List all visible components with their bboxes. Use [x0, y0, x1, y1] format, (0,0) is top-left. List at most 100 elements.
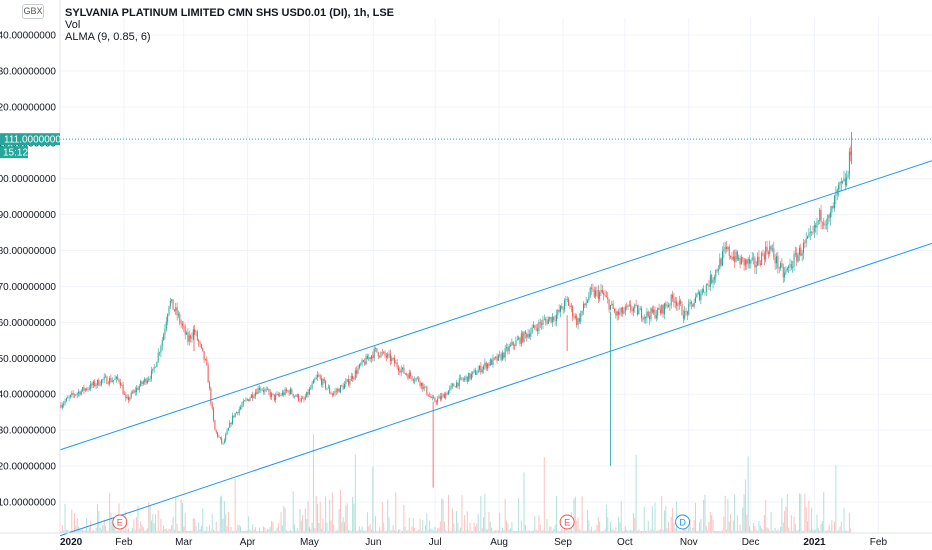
candle-body [396, 362, 398, 368]
candle-body [503, 352, 505, 358]
candle-body [673, 298, 675, 303]
candle-body [157, 352, 159, 362]
candle-body [709, 275, 711, 287]
volume-bar [106, 530, 108, 533]
candle-body [348, 379, 350, 385]
volume-bar [242, 530, 244, 533]
volume-bar [832, 530, 834, 533]
candle-body [258, 387, 260, 391]
volume-bar [298, 530, 300, 533]
candle-body [723, 249, 725, 252]
volume-bar [350, 530, 352, 533]
candle-body [645, 316, 647, 319]
volume-bar [607, 517, 609, 533]
candle-body [144, 378, 146, 382]
volume-bar [661, 495, 663, 533]
candle-body [215, 430, 217, 433]
vol-indicator-label[interactable]: Vol [65, 19, 81, 31]
candle-body [330, 392, 332, 395]
candle-body [616, 311, 618, 316]
volume-bar [736, 515, 738, 533]
volume-bar [535, 529, 537, 533]
price-axis[interactable]: 10.00000000 20.00000000 30.00000000 40.0000… [0, 0, 61, 533]
candle-body [322, 379, 324, 385]
volume-bar [439, 521, 441, 533]
y-tick-label: 20.00000000 [0, 462, 56, 473]
candle-body [280, 394, 282, 396]
currency-label[interactable]: GBX [22, 4, 44, 19]
candle-body [510, 344, 512, 347]
volume-bar [507, 523, 509, 533]
volume-bar [518, 498, 520, 533]
candle-body [792, 266, 794, 268]
candle-body [618, 311, 620, 315]
volume-bar [649, 530, 651, 533]
volume-bar [418, 529, 420, 533]
candle-body [339, 385, 341, 393]
volume-bar [198, 522, 200, 533]
time-axis[interactable]: 2020 Feb Mar Apr May Jun Jul Aug Sep Oct Nov Dec 202… [0, 532, 932, 548]
candle-body [530, 332, 532, 337]
candle-body [572, 306, 574, 317]
candle-body [260, 389, 262, 391]
candle-body [349, 381, 351, 385]
volume-bar [427, 530, 429, 533]
candle-body [506, 347, 507, 349]
candle-body [773, 248, 775, 258]
volume-bar [156, 530, 158, 533]
volume-bar [132, 527, 134, 533]
candle-body [317, 374, 318, 378]
candle-body [393, 358, 395, 364]
volume-bar [426, 513, 428, 533]
volume-bar [782, 522, 784, 533]
volume-bar [75, 525, 77, 533]
volume-bar [225, 514, 227, 533]
candle-body [420, 382, 422, 386]
volume-bar [269, 526, 271, 533]
trend-channel[interactable] [59, 160, 932, 537]
volume-bar [823, 491, 825, 533]
candle-body [184, 326, 186, 335]
volume-bar [453, 523, 455, 533]
volume-bar [454, 530, 456, 533]
candle-body [681, 303, 683, 315]
candle-body [264, 389, 266, 392]
candle-body [368, 357, 370, 360]
volume-bar [636, 530, 638, 533]
volume-bar [142, 527, 144, 533]
volume-bar [264, 527, 266, 533]
candle-body [738, 257, 740, 260]
x-tick-label: Feb [115, 537, 133, 548]
candle-body [484, 362, 486, 367]
candle-body [821, 221, 823, 223]
candle-body [357, 368, 359, 374]
symbol-title[interactable]: SYLVANIA PLATINUM LIMITED CMN SHS USD0.0… [65, 7, 395, 19]
candle-body [480, 365, 482, 373]
alma-indicator-label[interactable]: ALMA (9, 0.85, 6) [65, 31, 151, 43]
candle-body [439, 396, 441, 400]
volume-bar [129, 530, 131, 533]
volume-bar [109, 492, 111, 533]
candle-body [446, 393, 448, 395]
candle-body [832, 205, 834, 209]
candle-body [497, 354, 499, 361]
candle-body [785, 270, 787, 273]
candle-body [501, 352, 503, 360]
volume-bar [836, 530, 838, 533]
candle-body [269, 392, 271, 398]
candle-body [268, 389, 270, 393]
volume-bar [122, 530, 124, 533]
candle-body [227, 427, 229, 431]
volume-bar [591, 526, 593, 533]
volume-bar [562, 530, 564, 533]
volume-bar [376, 530, 378, 533]
candle-body [780, 263, 782, 269]
volume-bar [387, 499, 389, 533]
volume-bar [761, 528, 763, 533]
candle-body [203, 351, 205, 360]
volume-bar [713, 530, 715, 533]
candle-body [449, 387, 451, 391]
candle-body [76, 393, 78, 395]
